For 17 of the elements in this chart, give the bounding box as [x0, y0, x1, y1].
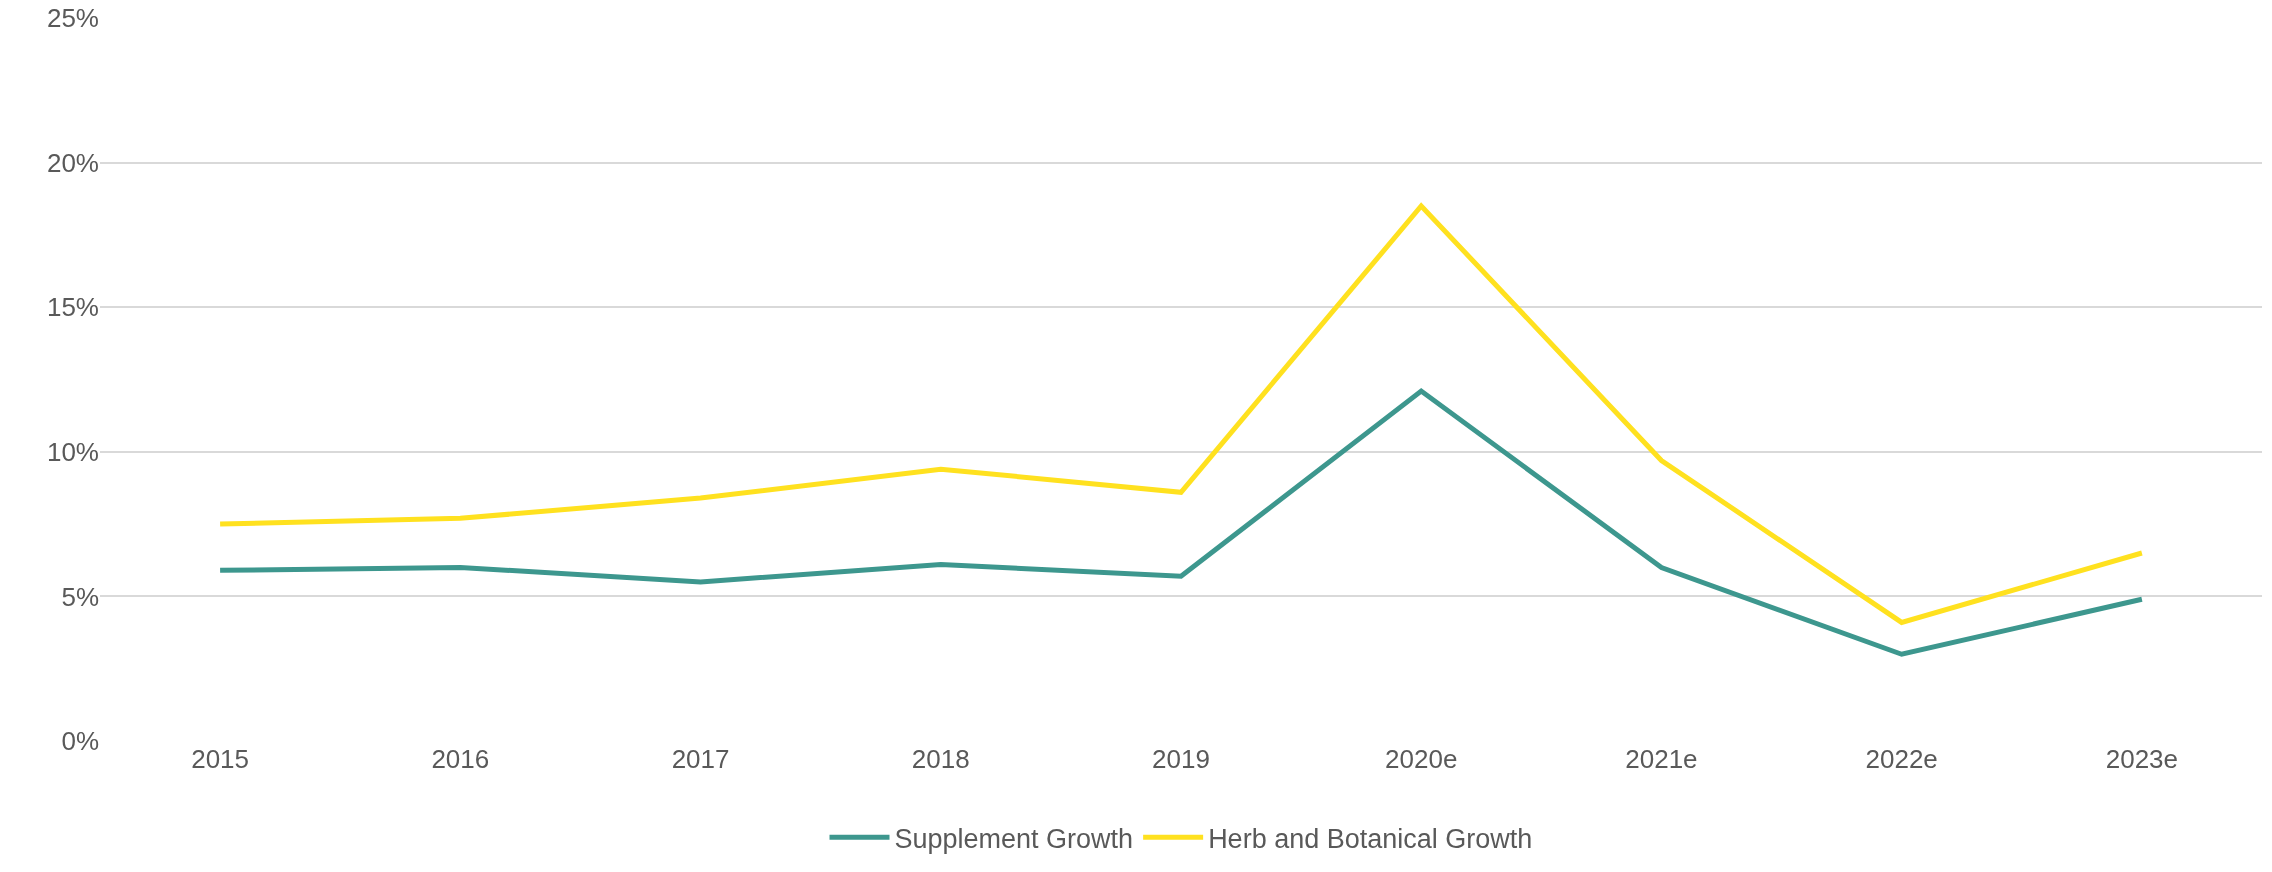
x-tick-label: 2023e — [2105, 744, 2179, 774]
y-tick-label: 0% — [61, 726, 99, 757]
y-tick-label: 15% — [46, 292, 99, 323]
x-tick-label: 2015 — [191, 744, 250, 774]
x-tick-label: 2017 — [671, 744, 730, 774]
x-tick-label: 2022e — [1865, 744, 1938, 774]
x-tick-label: 2016 — [431, 744, 490, 774]
x-tick-label: 2020e — [1385, 744, 1458, 774]
y-tick-label: 25% — [46, 3, 99, 34]
x-tick-label: 2019 — [1152, 744, 1210, 774]
x-tick-label: 2018 — [911, 744, 970, 774]
y-tick-label: 20% — [46, 147, 99, 178]
y-tick-label: 5% — [61, 581, 99, 612]
x-tick-label: 2021e — [1625, 744, 1698, 774]
legend-label: Herb and Botanical Growth — [1208, 823, 1533, 854]
legend-label: Supplement Growth — [894, 823, 1134, 854]
y-tick-label: 10% — [46, 436, 99, 467]
